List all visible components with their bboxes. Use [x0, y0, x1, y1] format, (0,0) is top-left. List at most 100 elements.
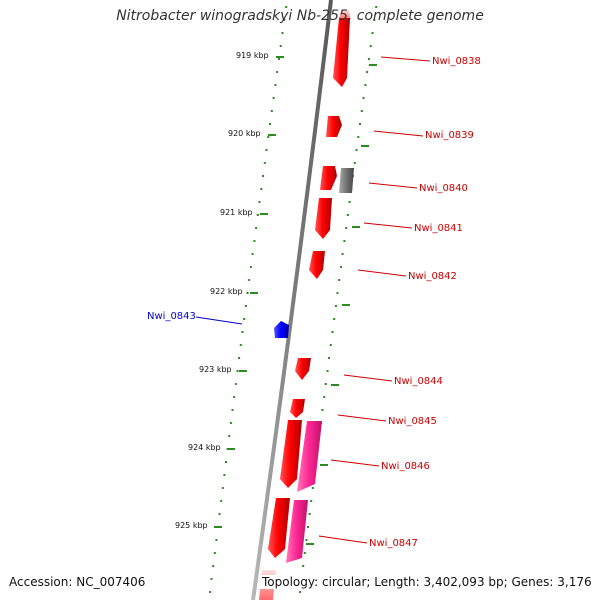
scale-dot [283, 19, 286, 21]
scale-dot [256, 214, 259, 216]
tick-label-921: 921 kbp [220, 208, 253, 217]
gene-label-nwi-0847[interactable]: Nwi_0847 [369, 538, 418, 549]
gene-nwi-0846[interactable] [280, 420, 302, 488]
scale-dot [274, 84, 277, 86]
scale-dot [366, 71, 369, 73]
genome-summary-text: Topology: circular; Length: 3,402,093 bp… [260, 575, 594, 589]
scale-dot [225, 461, 227, 463]
gene-label-nwi-0843[interactable]: Nwi_0843 [147, 311, 196, 322]
scale-dot [255, 227, 258, 229]
gene-labels: Nwi_0838 Nwi_0839 Nwi_0840 Nwi_0841 Nwi_… [147, 56, 481, 549]
tick-label-919: 919 kbp [236, 51, 269, 60]
scale-dot [343, 240, 346, 242]
scale-dot [305, 539, 308, 541]
scale-dot [229, 422, 232, 424]
tick-label-922: 922 kbp [210, 287, 243, 296]
scale-dot [209, 591, 212, 593]
gene-nwi-0847[interactable] [268, 498, 290, 558]
scale-dot [262, 175, 264, 177]
gene-nwi-0840[interactable] [320, 166, 337, 190]
scale-dot [260, 188, 263, 190]
scale-dot [299, 591, 302, 593]
scale-dot [339, 266, 342, 268]
gene-label-nwi-0844[interactable]: Nwi_0844 [394, 376, 443, 387]
tick-label-925: 925 kbp [175, 521, 208, 530]
scale-dot [367, 58, 370, 60]
gene-label-nwi-0840[interactable]: Nwi_0840 [419, 183, 468, 194]
scale-dot [263, 162, 266, 164]
scale-dot [341, 253, 344, 255]
genome-backbone [251, 0, 333, 600]
scale-dot [210, 578, 213, 580]
scale-dot [228, 435, 231, 437]
gene-other-0840[interactable] [339, 168, 354, 193]
scale-dot [233, 396, 236, 398]
gene-nwi-0845[interactable] [290, 399, 305, 418]
scale-dot [285, 6, 288, 8]
scale-dot [323, 396, 326, 398]
scale-dot [249, 266, 252, 268]
gene-label-nwi-0842[interactable]: Nwi_0842 [408, 271, 457, 282]
tick-mark-923 [239, 370, 247, 372]
scale-dot [234, 383, 237, 385]
scale-dot [272, 97, 275, 99]
tick-mark-920 [268, 134, 276, 136]
scale-dot [239, 344, 242, 346]
gene-label-nwi-0841[interactable]: Nwi_0841 [414, 223, 463, 234]
scale-dot [355, 149, 358, 151]
accession-text: Accession: NC_007406 [9, 575, 146, 589]
tick-label-924: 924 kbp [188, 443, 221, 452]
scale-dot [277, 58, 280, 60]
gene-nwi-0843[interactable] [274, 321, 289, 338]
scale-dot [265, 149, 268, 151]
scale-dot [357, 136, 360, 138]
scale-dot [221, 487, 224, 489]
scale-dot [248, 279, 251, 281]
scale-dot [364, 84, 367, 86]
gene-rna-0846[interactable] [297, 421, 322, 492]
scale-dot [258, 201, 261, 203]
scale-dot [220, 500, 223, 502]
tick-mark-925 [214, 526, 222, 528]
gene-label-nwi-0839[interactable]: Nwi_0839 [425, 130, 474, 141]
scale-dot [371, 32, 374, 34]
tick-label-920: 920 kbp [228, 129, 261, 138]
scale-dot [328, 357, 331, 359]
scale-dot [346, 214, 349, 216]
label-connectors [195, 56, 431, 544]
gene-nwi-0839[interactable] [326, 116, 342, 137]
scale-dot [321, 409, 324, 411]
scale-dot [236, 370, 239, 372]
tick-mark-919 [276, 56, 284, 58]
gene-nwi-0844[interactable] [295, 358, 311, 380]
gene-label-nwi-0838[interactable]: Nwi_0838 [432, 56, 481, 67]
gene-nwi-0838[interactable] [333, 10, 350, 87]
scale-dot [360, 110, 363, 112]
scale-dot [307, 526, 309, 528]
scale-dot [336, 292, 339, 294]
scale-dot [338, 279, 341, 281]
scale-dot [212, 565, 215, 567]
gene-nwi-0842[interactable] [309, 251, 325, 279]
scale-dot [302, 565, 305, 567]
scale-dot [334, 305, 337, 307]
scale-dot [303, 552, 306, 554]
scale-dot [269, 123, 271, 125]
scale-dot [218, 513, 221, 515]
scale-dot [359, 123, 361, 125]
scale-dot [353, 162, 356, 164]
gene-label-nwi-0845[interactable]: Nwi_0845 [388, 416, 437, 427]
gene-rna-0847[interactable] [286, 500, 308, 563]
gene-nwi-0841[interactable] [315, 198, 332, 239]
scale-dot [231, 409, 234, 411]
scale-dot [270, 110, 273, 112]
scale-dot [215, 539, 218, 541]
tick-mark-922 [250, 292, 258, 294]
scale-dot [251, 253, 254, 255]
scale-dot [253, 240, 256, 242]
scale-dot [333, 318, 336, 320]
scale-dot [241, 331, 244, 333]
scale-dot [213, 552, 216, 554]
gene-label-nwi-0846[interactable]: Nwi_0846 [381, 461, 430, 472]
